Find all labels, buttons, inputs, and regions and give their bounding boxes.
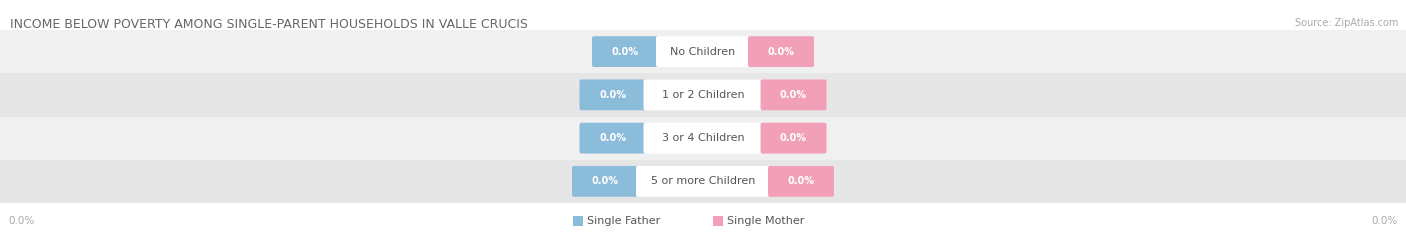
FancyBboxPatch shape	[572, 166, 638, 197]
Text: 1 or 2 Children: 1 or 2 Children	[662, 90, 744, 100]
Text: Source: ZipAtlas.com: Source: ZipAtlas.com	[1295, 18, 1398, 28]
Text: Single Father: Single Father	[586, 216, 661, 226]
Text: 0.0%: 0.0%	[780, 133, 807, 143]
FancyBboxPatch shape	[761, 123, 827, 154]
Text: 0.0%: 0.0%	[599, 90, 626, 100]
Text: 0.0%: 0.0%	[599, 133, 626, 143]
Text: 0.0%: 0.0%	[780, 90, 807, 100]
FancyBboxPatch shape	[761, 79, 827, 110]
FancyBboxPatch shape	[0, 116, 1406, 160]
Text: INCOME BELOW POVERTY AMONG SINGLE-PARENT HOUSEHOLDS IN VALLE CRUCIS: INCOME BELOW POVERTY AMONG SINGLE-PARENT…	[10, 18, 527, 31]
FancyBboxPatch shape	[713, 216, 723, 226]
Text: 0.0%: 0.0%	[787, 176, 814, 186]
FancyBboxPatch shape	[636, 166, 770, 197]
FancyBboxPatch shape	[748, 36, 814, 67]
Text: Single Mother: Single Mother	[727, 216, 804, 226]
FancyBboxPatch shape	[768, 166, 834, 197]
FancyBboxPatch shape	[0, 160, 1406, 203]
FancyBboxPatch shape	[592, 36, 658, 67]
FancyBboxPatch shape	[657, 36, 749, 67]
FancyBboxPatch shape	[579, 123, 645, 154]
FancyBboxPatch shape	[644, 79, 762, 110]
Text: No Children: No Children	[671, 47, 735, 57]
Text: 0.0%: 0.0%	[768, 47, 794, 57]
Text: 3 or 4 Children: 3 or 4 Children	[662, 133, 744, 143]
FancyBboxPatch shape	[574, 216, 583, 226]
FancyBboxPatch shape	[579, 79, 645, 110]
Text: 0.0%: 0.0%	[592, 176, 619, 186]
Text: 0.0%: 0.0%	[612, 47, 638, 57]
FancyBboxPatch shape	[0, 30, 1406, 73]
Text: 5 or more Children: 5 or more Children	[651, 176, 755, 186]
FancyBboxPatch shape	[644, 123, 762, 154]
Text: 0.0%: 0.0%	[1372, 216, 1398, 226]
Text: 0.0%: 0.0%	[8, 216, 34, 226]
FancyBboxPatch shape	[0, 73, 1406, 116]
